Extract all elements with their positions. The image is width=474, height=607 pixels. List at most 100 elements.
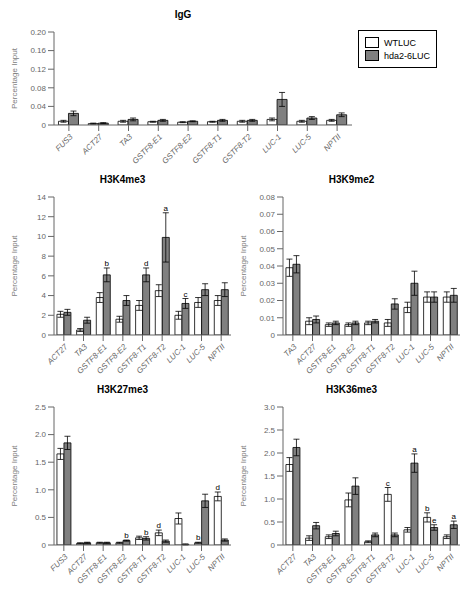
svg-text:b: b bbox=[144, 528, 149, 537]
svg-text:LUC-1: LUC-1 bbox=[165, 552, 188, 575]
svg-text:GSTF8-T1: GSTF8-T1 bbox=[344, 342, 378, 376]
svg-text:GSTF8-T2: GSTF8-T2 bbox=[364, 552, 397, 585]
svg-text:ACT27: ACT27 bbox=[274, 552, 299, 577]
svg-text:GSTF8-E1: GSTF8-E1 bbox=[75, 342, 109, 376]
svg-text:0.04: 0.04 bbox=[30, 102, 46, 111]
svg-text:1.0: 1.0 bbox=[264, 495, 276, 504]
svg-text:0.02: 0.02 bbox=[259, 296, 275, 305]
svg-text:4: 4 bbox=[42, 291, 47, 300]
svg-text:ACT27: ACT27 bbox=[45, 342, 70, 367]
svg-text:Percentage Input: Percentage Input bbox=[10, 235, 19, 297]
svg-text:1.0: 1.0 bbox=[35, 486, 47, 495]
svg-text:0: 0 bbox=[42, 541, 47, 550]
svg-text:GSTF8-E2: GSTF8-E2 bbox=[324, 342, 358, 376]
svg-text:0.08: 0.08 bbox=[259, 193, 275, 202]
svg-text:1.5: 1.5 bbox=[264, 472, 276, 481]
svg-text:0: 0 bbox=[42, 121, 47, 130]
svg-text:a: a bbox=[164, 204, 169, 213]
svg-text:d: d bbox=[216, 483, 220, 492]
svg-text:0.06: 0.06 bbox=[259, 227, 275, 236]
svg-text:d: d bbox=[157, 521, 161, 530]
svg-text:ACT27: ACT27 bbox=[294, 342, 319, 367]
svg-text:GSTF8-T2: GSTF8-T2 bbox=[135, 342, 168, 375]
svg-text:LUC-1: LUC-1 bbox=[394, 552, 417, 575]
svg-text:14: 14 bbox=[37, 193, 46, 202]
svg-text:0: 0 bbox=[271, 331, 276, 340]
svg-text:0.01: 0.01 bbox=[259, 314, 275, 323]
svg-text:0.12: 0.12 bbox=[30, 65, 46, 74]
svg-text:Percentage Input: Percentage Input bbox=[10, 445, 19, 507]
svg-text:TA3: TA3 bbox=[118, 132, 135, 149]
svg-text:e: e bbox=[432, 516, 437, 525]
svg-text:GSTF8-T2: GSTF8-T2 bbox=[364, 342, 397, 375]
svg-text:0.03: 0.03 bbox=[259, 279, 275, 288]
svg-text:10: 10 bbox=[37, 232, 46, 241]
svg-text:0: 0 bbox=[271, 541, 276, 550]
svg-text:GSTF8-T1: GSTF8-T1 bbox=[115, 552, 149, 586]
svg-text:GSTF8-T1: GSTF8-T1 bbox=[115, 342, 149, 376]
svg-text:Percentage Input: Percentage Input bbox=[239, 445, 248, 507]
svg-text:GSTF8-T1: GSTF8-T1 bbox=[344, 552, 378, 586]
svg-text:GSTF8-E1: GSTF8-E1 bbox=[131, 132, 164, 165]
svg-text:TA3: TA3 bbox=[73, 342, 90, 359]
svg-text:6: 6 bbox=[42, 272, 47, 281]
svg-text:2.0: 2.0 bbox=[264, 449, 276, 458]
svg-text:LUC-5: LUC-5 bbox=[413, 342, 436, 365]
svg-text:NPTII: NPTII bbox=[435, 552, 456, 573]
svg-text:GSTF8-E2: GSTF8-E2 bbox=[95, 342, 129, 376]
svg-text:LUC-1: LUC-1 bbox=[394, 342, 417, 365]
svg-text:NPTII: NPTII bbox=[322, 132, 343, 153]
svg-text:GSTF8-E1: GSTF8-E1 bbox=[304, 342, 338, 376]
svg-text:GSTF8-E1: GSTF8-E1 bbox=[304, 552, 338, 586]
svg-text:a: a bbox=[412, 445, 417, 454]
svg-text:a: a bbox=[452, 512, 457, 521]
svg-text:LUC-5: LUC-5 bbox=[413, 552, 436, 575]
svg-text:Percentage Input: Percentage Input bbox=[10, 47, 19, 109]
svg-text:ACT27: ACT27 bbox=[80, 132, 105, 157]
svg-text:NPTII: NPTII bbox=[206, 552, 227, 573]
svg-text:d: d bbox=[144, 259, 148, 268]
svg-text:ACT27: ACT27 bbox=[65, 552, 90, 577]
svg-text:8: 8 bbox=[42, 252, 47, 261]
svg-text:LUC-5: LUC-5 bbox=[184, 342, 207, 365]
svg-text:FUS3: FUS3 bbox=[54, 132, 75, 153]
svg-text:LUC-5: LUC-5 bbox=[290, 132, 313, 155]
svg-text:0.05: 0.05 bbox=[259, 245, 275, 254]
svg-text:0.16: 0.16 bbox=[30, 46, 46, 55]
svg-text:GSTF8-E1: GSTF8-E1 bbox=[75, 552, 109, 586]
svg-text:c: c bbox=[386, 479, 390, 488]
svg-text:NPTII: NPTII bbox=[206, 342, 227, 363]
svg-text:TA3: TA3 bbox=[302, 552, 319, 569]
svg-text:0.5: 0.5 bbox=[264, 518, 276, 527]
svg-text:12: 12 bbox=[37, 213, 46, 222]
svg-text:2.5: 2.5 bbox=[264, 426, 276, 435]
svg-text:0.07: 0.07 bbox=[259, 210, 275, 219]
svg-text:LUC-1: LUC-1 bbox=[260, 132, 283, 155]
svg-text:3.0: 3.0 bbox=[264, 403, 276, 412]
svg-text:b: b bbox=[425, 504, 430, 513]
svg-text:b: b bbox=[105, 259, 110, 268]
svg-text:TA3: TA3 bbox=[282, 342, 299, 359]
svg-text:Percentage Input: Percentage Input bbox=[239, 235, 248, 297]
svg-text:2.5: 2.5 bbox=[35, 403, 47, 412]
svg-text:c: c bbox=[183, 290, 187, 299]
svg-text:NPTII: NPTII bbox=[435, 342, 456, 363]
svg-text:1.5: 1.5 bbox=[35, 458, 47, 467]
svg-text:GSTF8-T2: GSTF8-T2 bbox=[220, 132, 253, 165]
svg-text:GSTF8-T2: GSTF8-T2 bbox=[135, 552, 168, 585]
svg-text:0.08: 0.08 bbox=[30, 84, 46, 93]
svg-text:b: b bbox=[124, 531, 129, 540]
svg-text:GSTF8-T1: GSTF8-T1 bbox=[190, 132, 223, 165]
svg-text:0: 0 bbox=[42, 331, 47, 340]
svg-text:LUC-5: LUC-5 bbox=[184, 552, 207, 575]
svg-text:0.5: 0.5 bbox=[35, 513, 47, 522]
svg-text:b: b bbox=[196, 533, 201, 542]
svg-text:GSTF8-E2: GSTF8-E2 bbox=[95, 552, 129, 586]
svg-text:LUC-1: LUC-1 bbox=[165, 342, 188, 365]
svg-text:2: 2 bbox=[42, 311, 47, 320]
svg-text:GSTF8-E2: GSTF8-E2 bbox=[324, 552, 358, 586]
svg-text:GSTF8-E2: GSTF8-E2 bbox=[160, 132, 194, 166]
svg-text:0.04: 0.04 bbox=[259, 262, 275, 271]
svg-text:0.20: 0.20 bbox=[30, 28, 46, 37]
svg-text:2.0: 2.0 bbox=[35, 430, 47, 439]
